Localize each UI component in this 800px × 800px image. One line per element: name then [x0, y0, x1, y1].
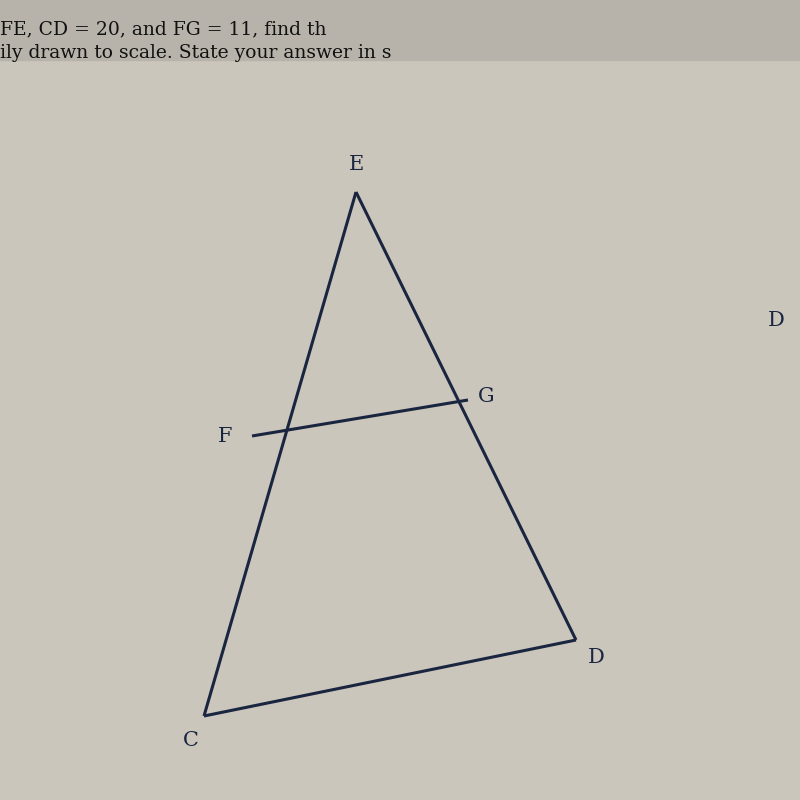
Text: FE, CD = 20, and FG = 11, find th: FE, CD = 20, and FG = 11, find th	[0, 20, 326, 38]
Text: F: F	[218, 426, 233, 446]
Text: C: C	[182, 730, 198, 750]
Text: E: E	[348, 154, 364, 174]
Text: D: D	[768, 310, 785, 330]
Text: G: G	[478, 386, 494, 406]
Text: ily drawn to scale. State your answer in s: ily drawn to scale. State your answer in…	[0, 44, 391, 62]
Text: D: D	[587, 648, 605, 667]
Bar	[0, 0, 800, 60]
